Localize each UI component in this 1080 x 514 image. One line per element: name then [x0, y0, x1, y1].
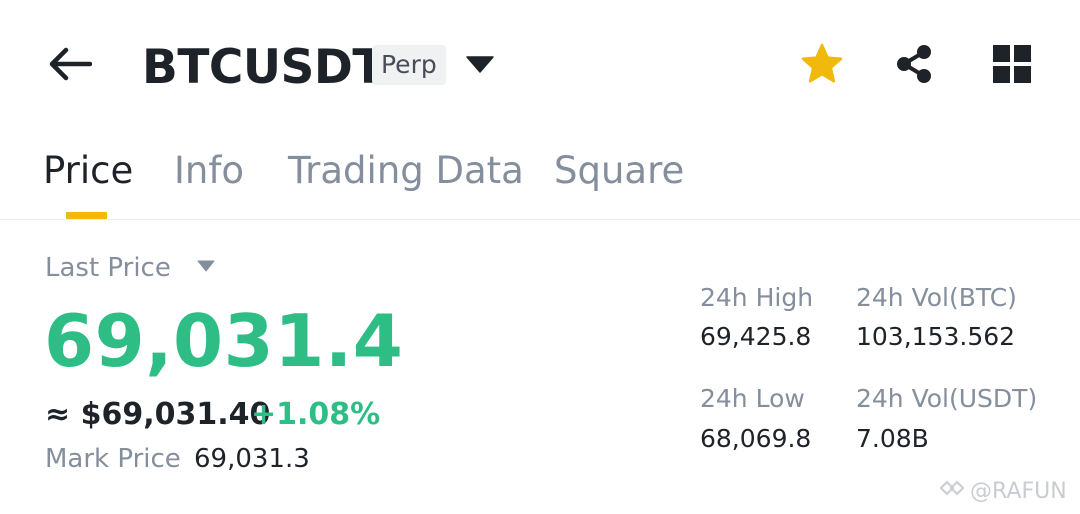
last-price-label[interactable]: Last Price [45, 253, 171, 283]
share-icon [893, 43, 935, 89]
active-tab-indicator [66, 212, 107, 219]
tabs-divider [0, 219, 1080, 220]
grid-icon [993, 45, 1031, 87]
caret-down-icon [466, 55, 494, 77]
stat-24h-high-value: 69,425.8 [700, 322, 812, 351]
mark-price-label: Mark Price [45, 444, 181, 474]
tab-square[interactable]: Square [554, 149, 685, 192]
stat-24h-high-label: 24h High [700, 283, 814, 312]
watermark: @RAFUN [938, 478, 1067, 506]
favorite-button[interactable] [796, 40, 848, 92]
symbol-title[interactable]: BTCUSDT [142, 40, 384, 95]
price-change-percent: +1.08% [251, 397, 381, 432]
price-type-dropdown[interactable] [192, 254, 220, 278]
more-menu-button[interactable] [986, 40, 1038, 92]
tab-info[interactable]: Info [174, 149, 245, 192]
tab-price[interactable]: Price [43, 149, 134, 192]
watermark-logo-icon [938, 478, 966, 506]
stat-24h-vol-usdt-label: 24h Vol(USDT) [856, 384, 1038, 413]
stat-24h-vol-btc-value: 103,153.562 [856, 322, 1016, 351]
watermark-text: @RAFUN [970, 479, 1067, 504]
star-icon [800, 43, 844, 89]
stat-24h-low-label: 24h Low [700, 384, 805, 413]
stat-24h-vol-usdt-value: 7.08B [856, 424, 929, 453]
caret-down-icon [197, 257, 215, 276]
usd-equivalent: ≈ $69,031.40 [45, 397, 271, 432]
share-button[interactable] [888, 40, 940, 92]
arrow-left-icon [48, 47, 93, 85]
symbol-dropdown-button[interactable] [462, 50, 498, 82]
back-button[interactable] [44, 44, 96, 88]
contract-type-badge: Perp [372, 45, 446, 85]
stat-24h-vol-btc-label: 24h Vol(BTC) [856, 283, 1017, 312]
stat-24h-low-value: 68,069.8 [700, 424, 812, 453]
mark-price-value: 69,031.3 [194, 444, 310, 474]
last-price-value: 69,031.4 [44, 299, 404, 383]
tab-trading-data[interactable]: Trading Data [288, 149, 524, 192]
